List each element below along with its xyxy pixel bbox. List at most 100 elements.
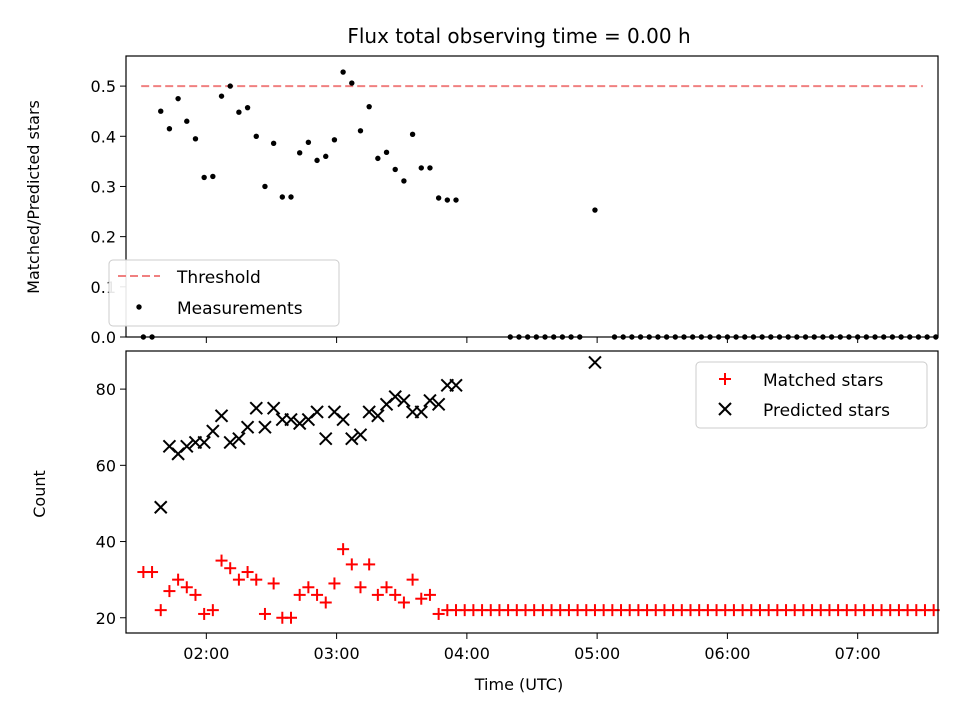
measurement-point <box>296 150 303 156</box>
measurement-point <box>244 104 251 111</box>
measurement-point <box>409 131 416 137</box>
bottom-x-tick-label: 05:00 <box>574 644 620 663</box>
predicted-star-marker <box>292 416 307 431</box>
bottom-legend-box <box>695 361 928 429</box>
top-y-tick-label: 0.4 <box>91 127 116 146</box>
matched-star-marker <box>189 588 202 601</box>
matched-star-marker <box>397 596 410 609</box>
predicted-star-marker <box>223 435 237 450</box>
predicted-star-marker <box>258 420 272 434</box>
measurement-point <box>592 207 598 213</box>
top-plot-frame <box>125 55 939 338</box>
matched-star-marker <box>311 588 324 601</box>
predicted-stars-points <box>154 355 602 514</box>
matched-star-marker <box>198 607 211 620</box>
measurement-point <box>357 128 364 134</box>
matched-star-marker <box>423 588 436 601</box>
top-y-tick-label: 0.0 <box>91 328 116 347</box>
matched-star-marker <box>232 573 245 586</box>
bottom-y-ticks: 20 40 60 80 <box>96 380 126 628</box>
measurement-point <box>435 195 442 201</box>
measurement-point <box>366 103 372 110</box>
top-x-ticks <box>205 337 859 343</box>
measurement-point <box>418 165 424 171</box>
legend-threshold-label: Threshold <box>176 268 261 288</box>
measurement-point <box>218 93 225 99</box>
top-legend-box <box>108 259 340 327</box>
legend-measurements-swatch <box>136 304 142 310</box>
measurement-point <box>323 153 329 160</box>
bottom-x-tick-label: 03:00 <box>314 644 360 663</box>
predicted-star-marker <box>336 412 350 427</box>
matched-star-marker <box>337 543 350 556</box>
top-y-axis-label: Matched/Predicted stars <box>24 100 43 294</box>
matched-star-marker <box>406 573 419 586</box>
measurement-point <box>192 136 199 142</box>
bottom-y-tick-label: 60 <box>96 456 116 475</box>
matched-star-marker <box>180 581 193 594</box>
measurement-point <box>236 109 242 115</box>
x-axis-label: Time (UTC) <box>474 675 563 694</box>
top-panel: 0.00.10.20.30.40.5 Matched/Predicted sta… <box>24 55 939 347</box>
predicted-star-marker <box>214 409 229 423</box>
predicted-star-marker <box>397 393 411 408</box>
predicted-star-marker <box>371 409 385 423</box>
matched-star-marker <box>285 611 298 624</box>
predicted-star-marker <box>431 397 446 412</box>
matched-star-marker <box>345 558 358 571</box>
predicted-star-marker <box>449 378 463 393</box>
predicted-star-marker <box>240 420 255 434</box>
matched-star-marker <box>432 607 445 620</box>
matched-stars-points <box>137 543 940 624</box>
legend-measurements-label: Measurements <box>177 299 303 319</box>
matched-star-marker <box>241 566 254 579</box>
matched-star-marker <box>371 588 384 601</box>
measurement-point <box>288 194 294 200</box>
matched-star-marker <box>267 577 280 590</box>
predicted-star-marker <box>197 435 211 450</box>
legend-predicted-swatch <box>718 402 732 416</box>
bottom-x-tick-label: 07:00 <box>835 644 881 663</box>
predicted-star-marker <box>249 401 263 415</box>
measurement-point <box>253 133 259 139</box>
bottom-legend: Matched stars Predicted stars <box>695 361 928 429</box>
measurement-point <box>201 174 207 181</box>
predicted-star-marker <box>310 405 324 419</box>
matched-star-marker <box>154 604 167 617</box>
measurement-point <box>427 165 433 171</box>
predicted-star-marker <box>414 405 428 419</box>
top-y-tick-label: 0.2 <box>91 228 116 247</box>
measurement-point <box>279 194 286 200</box>
measurement-point <box>210 173 216 180</box>
measurement-point <box>401 178 407 184</box>
measurement-point <box>375 155 381 162</box>
measurement-point <box>392 166 398 173</box>
predicted-star-marker <box>388 390 402 404</box>
bottom-x-tick-label: 04:00 <box>444 644 490 663</box>
measurement-point <box>262 183 268 190</box>
legend-matched-label: Matched stars <box>763 371 883 391</box>
matched-star-marker <box>163 585 176 598</box>
matched-star-marker <box>319 596 332 609</box>
bottom-y-tick-label: 40 <box>96 533 116 552</box>
predicted-star-marker <box>154 500 168 514</box>
bottom-y-tick-label: 20 <box>96 609 116 628</box>
matched-star-marker <box>146 566 159 579</box>
bottom-y-axis-label: Count <box>30 470 49 518</box>
predicted-star-marker <box>232 431 246 446</box>
measurement-point <box>158 108 164 114</box>
matched-star-marker <box>215 554 228 567</box>
legend-predicted-label: Predicted stars <box>763 401 890 421</box>
measurement-point <box>305 139 312 146</box>
matched-star-marker <box>354 581 367 594</box>
bottom-y-tick-label: 80 <box>96 380 116 399</box>
matched-star-marker <box>415 592 428 605</box>
matched-star-marker <box>328 577 341 590</box>
bottom-x-tick-label: 02:00 <box>183 644 229 663</box>
matched-star-marker <box>302 581 315 594</box>
bottom-plot-frame <box>125 350 939 634</box>
matched-star-marker <box>363 558 376 571</box>
measurement-point <box>453 197 459 203</box>
